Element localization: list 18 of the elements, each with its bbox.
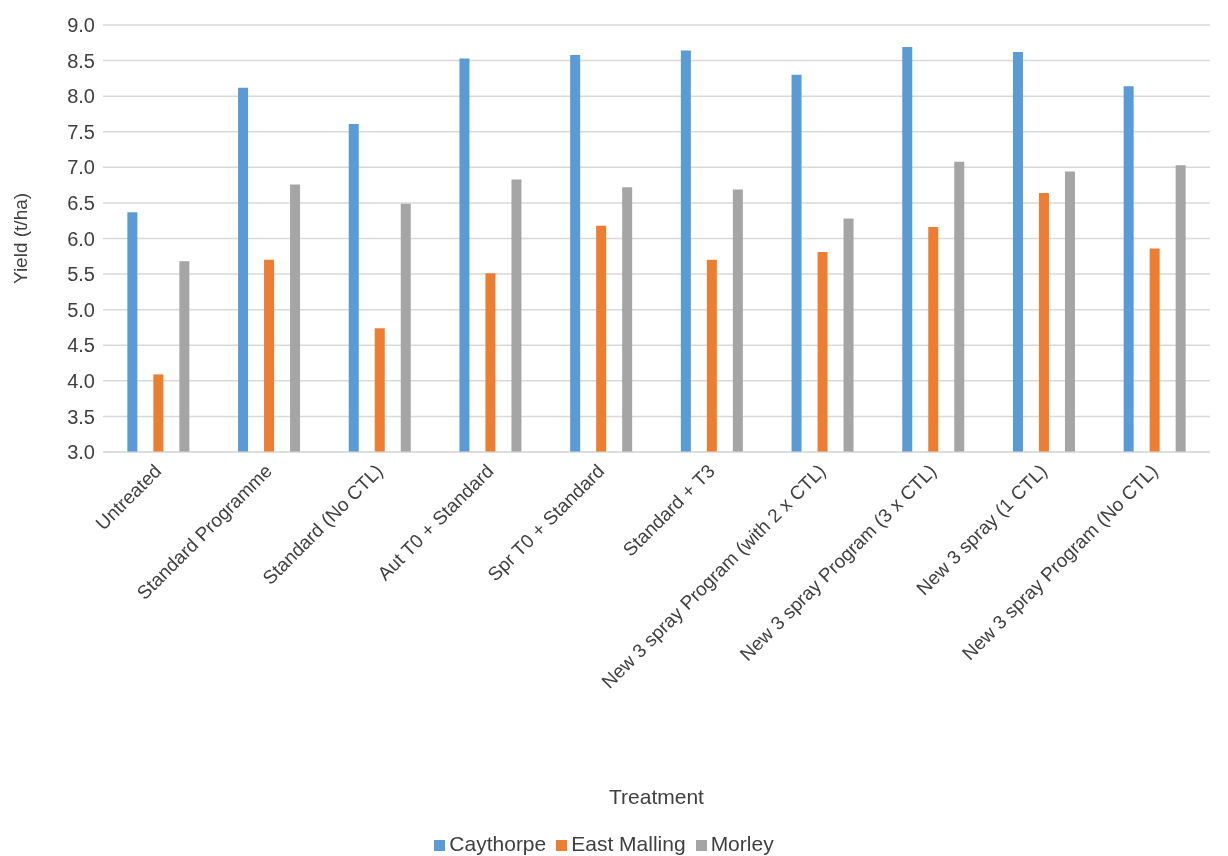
y-tick-label: 4.5 (67, 334, 95, 357)
y-tick-label: 6.0 (67, 227, 95, 250)
y-tick-label: 9.0 (67, 14, 95, 37)
legend-label: Caythorpe (449, 832, 547, 855)
y-tick-label: 8.0 (67, 85, 95, 108)
y-tick-label: 7.0 (67, 156, 95, 179)
y-tick-label: 5.0 (67, 298, 95, 321)
y-tick-label: 6.5 (67, 192, 95, 215)
y-tick-label: 5.5 (67, 263, 95, 286)
legend-label: East Malling (571, 832, 686, 855)
y-axis-title: Yield (t/ha) (9, 192, 31, 285)
y-tick-label: 8.5 (67, 49, 95, 72)
y-tick-label: 7.5 (67, 120, 95, 143)
y-tick-label: 4.0 (67, 369, 95, 392)
y-tick-label: 3.5 (67, 405, 95, 428)
legend-label: Morley (710, 832, 774, 855)
y-tick-label: 3.0 (67, 441, 95, 464)
x-axis-title: Treatment (609, 785, 705, 808)
